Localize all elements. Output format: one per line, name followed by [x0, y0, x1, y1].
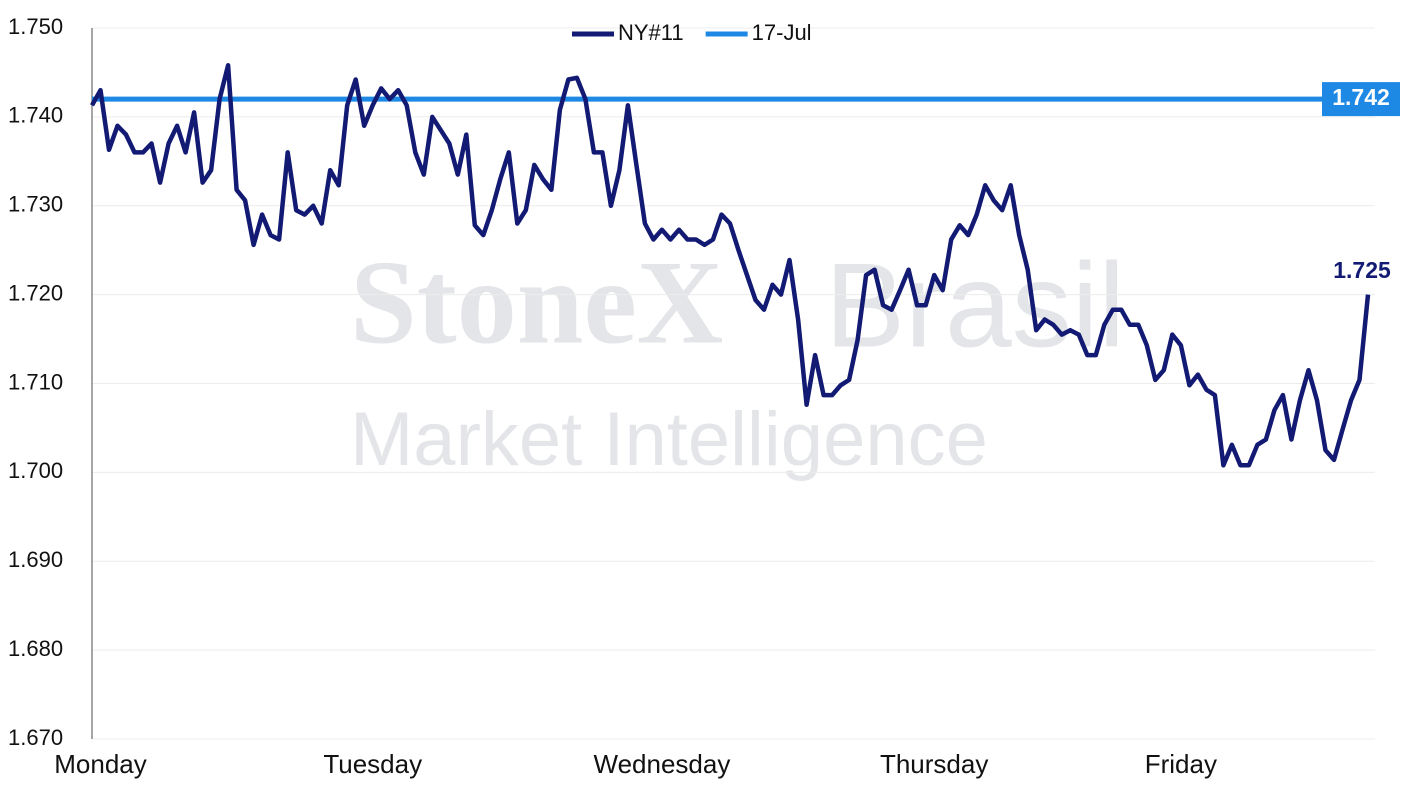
reference-label: 1.742 [1332, 84, 1390, 110]
y-tick-label: 1.720 [8, 280, 63, 305]
watermark-region: Brasil [825, 239, 1125, 373]
reference-label-box [1322, 82, 1400, 117]
x-tick-label: Wednesday [594, 749, 731, 779]
y-tick-label: 1.710 [8, 369, 63, 394]
y-tick-label: 1.690 [8, 547, 63, 572]
watermark-unit: Market Intelligence [350, 397, 988, 482]
watermark-brand: StoneX [350, 236, 723, 369]
y-tick-label: 1.670 [8, 725, 63, 750]
watermark: StoneX Brasil Market Intelligence [350, 236, 1125, 483]
y-tick-label: 1.680 [8, 636, 63, 661]
x-tick-label: Thursday [880, 749, 988, 779]
legend: NY#11 17-Jul [572, 20, 812, 45]
x-tick-label: Tuesday [323, 749, 422, 779]
x-tick-label: Monday [54, 749, 147, 779]
y-tick-label: 1.700 [8, 458, 63, 483]
legend-label: 17-Jul [752, 20, 812, 45]
y-tick-label: 1.750 [8, 14, 63, 39]
legend-label: NY#11 [618, 20, 684, 45]
x-tick-label: Friday [1145, 749, 1217, 779]
series-line [90, 63, 1371, 468]
end-annotation: 1.725 [1333, 257, 1391, 283]
y-tick-label: 1.740 [8, 103, 63, 128]
y-tick-label: 1.730 [8, 192, 63, 217]
